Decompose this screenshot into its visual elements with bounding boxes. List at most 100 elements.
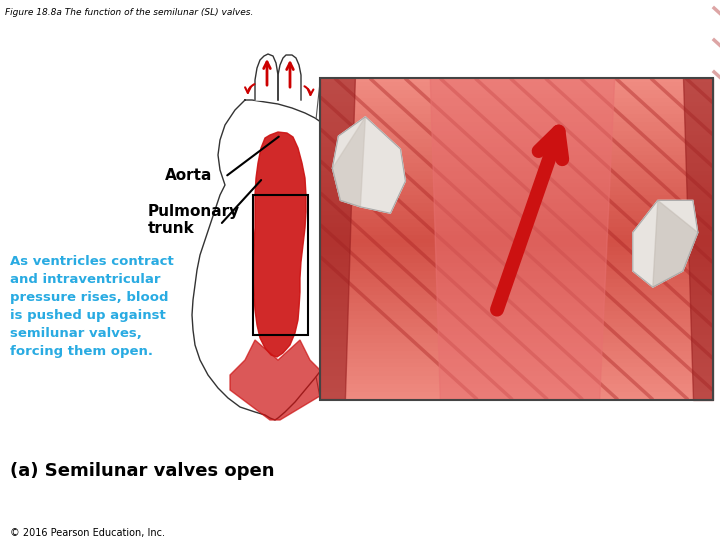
Polygon shape bbox=[320, 267, 713, 271]
Polygon shape bbox=[320, 215, 713, 219]
Text: (a) Semilunar valves open: (a) Semilunar valves open bbox=[10, 462, 274, 480]
Polygon shape bbox=[320, 339, 713, 343]
Polygon shape bbox=[320, 199, 713, 203]
Polygon shape bbox=[255, 54, 278, 100]
Polygon shape bbox=[320, 111, 713, 114]
Polygon shape bbox=[320, 335, 713, 339]
Polygon shape bbox=[320, 343, 713, 347]
Polygon shape bbox=[320, 131, 713, 134]
Text: As ventricles contract
and intraventricular
pressure rises, blood
is pushed up a: As ventricles contract and intraventricu… bbox=[10, 255, 174, 358]
Polygon shape bbox=[633, 200, 698, 287]
Polygon shape bbox=[320, 307, 713, 311]
Polygon shape bbox=[320, 78, 713, 82]
Polygon shape bbox=[320, 383, 713, 388]
Polygon shape bbox=[320, 191, 713, 195]
Polygon shape bbox=[320, 239, 713, 243]
Polygon shape bbox=[320, 187, 713, 191]
Polygon shape bbox=[320, 303, 713, 307]
Polygon shape bbox=[320, 271, 713, 275]
Polygon shape bbox=[320, 355, 713, 360]
Polygon shape bbox=[320, 114, 713, 118]
Polygon shape bbox=[653, 200, 698, 287]
Polygon shape bbox=[192, 100, 350, 420]
Polygon shape bbox=[320, 368, 713, 372]
Polygon shape bbox=[320, 287, 713, 291]
Polygon shape bbox=[320, 319, 713, 323]
Polygon shape bbox=[320, 78, 356, 400]
Polygon shape bbox=[320, 179, 713, 183]
Text: Figure 18.8a The function of the semilunar (SL) valves.: Figure 18.8a The function of the semilun… bbox=[5, 8, 253, 17]
Polygon shape bbox=[320, 360, 713, 363]
Polygon shape bbox=[320, 103, 713, 106]
Polygon shape bbox=[320, 163, 713, 167]
Polygon shape bbox=[320, 291, 713, 295]
Polygon shape bbox=[320, 167, 713, 171]
Polygon shape bbox=[278, 55, 301, 100]
Polygon shape bbox=[320, 98, 713, 103]
Polygon shape bbox=[683, 78, 713, 400]
Text: Pulmonary
trunk: Pulmonary trunk bbox=[148, 204, 240, 236]
Polygon shape bbox=[320, 295, 713, 299]
Polygon shape bbox=[320, 146, 713, 151]
Polygon shape bbox=[320, 203, 713, 207]
Polygon shape bbox=[320, 323, 713, 327]
Polygon shape bbox=[320, 247, 713, 251]
Text: Aorta: Aorta bbox=[165, 167, 212, 183]
Polygon shape bbox=[320, 211, 713, 215]
Polygon shape bbox=[320, 299, 713, 303]
Polygon shape bbox=[320, 231, 713, 235]
Polygon shape bbox=[320, 327, 713, 332]
Text: © 2016 Pearson Education, Inc.: © 2016 Pearson Education, Inc. bbox=[10, 528, 165, 538]
Polygon shape bbox=[320, 243, 713, 247]
Polygon shape bbox=[320, 251, 713, 255]
Polygon shape bbox=[320, 375, 713, 380]
Bar bbox=[320, 78, 713, 400]
Polygon shape bbox=[230, 340, 330, 420]
Polygon shape bbox=[320, 183, 713, 187]
Polygon shape bbox=[320, 94, 713, 98]
Polygon shape bbox=[320, 134, 713, 139]
Polygon shape bbox=[320, 263, 713, 267]
Polygon shape bbox=[320, 283, 713, 287]
Polygon shape bbox=[333, 117, 405, 213]
Polygon shape bbox=[320, 363, 713, 367]
Polygon shape bbox=[320, 372, 713, 375]
Polygon shape bbox=[320, 151, 713, 154]
Polygon shape bbox=[320, 311, 713, 315]
Polygon shape bbox=[320, 219, 713, 223]
Polygon shape bbox=[320, 159, 713, 163]
Polygon shape bbox=[333, 117, 365, 207]
Polygon shape bbox=[320, 227, 713, 231]
Polygon shape bbox=[320, 388, 713, 392]
Polygon shape bbox=[320, 396, 713, 400]
Polygon shape bbox=[320, 347, 713, 352]
Bar bbox=[253, 195, 308, 335]
Polygon shape bbox=[320, 106, 713, 111]
Polygon shape bbox=[320, 90, 713, 94]
Polygon shape bbox=[320, 259, 713, 263]
Polygon shape bbox=[320, 139, 713, 143]
Polygon shape bbox=[320, 126, 713, 131]
Polygon shape bbox=[320, 118, 713, 123]
Polygon shape bbox=[320, 171, 713, 175]
Polygon shape bbox=[320, 123, 713, 126]
Polygon shape bbox=[320, 154, 713, 159]
Polygon shape bbox=[320, 255, 713, 259]
Polygon shape bbox=[320, 352, 713, 355]
Polygon shape bbox=[320, 82, 713, 86]
Polygon shape bbox=[320, 392, 713, 396]
Polygon shape bbox=[320, 275, 713, 279]
Polygon shape bbox=[320, 143, 713, 146]
Polygon shape bbox=[320, 332, 713, 335]
Polygon shape bbox=[320, 380, 713, 383]
Polygon shape bbox=[431, 78, 615, 400]
Polygon shape bbox=[253, 132, 306, 357]
Polygon shape bbox=[320, 279, 713, 283]
Polygon shape bbox=[320, 207, 713, 211]
Polygon shape bbox=[320, 86, 713, 90]
Polygon shape bbox=[320, 195, 713, 199]
Polygon shape bbox=[320, 175, 713, 179]
Polygon shape bbox=[320, 223, 713, 227]
Polygon shape bbox=[320, 235, 713, 239]
Polygon shape bbox=[320, 315, 713, 319]
